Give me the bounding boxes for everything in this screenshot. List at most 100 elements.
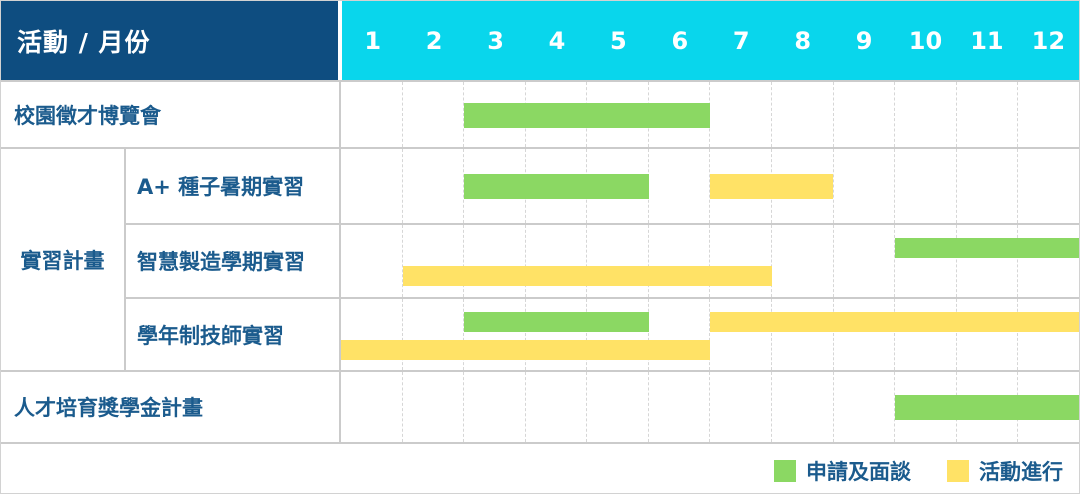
row-label: 人才培育獎學金計畫 (1, 372, 341, 442)
grid-cell (709, 372, 771, 442)
grid-cell (647, 372, 710, 442)
month-label: 12 (1031, 26, 1066, 55)
row-cells (341, 82, 1079, 147)
grid-cell (341, 149, 402, 223)
grid-cell (709, 149, 771, 223)
grid-cell (1017, 149, 1079, 223)
grid-cell (401, 372, 464, 442)
corner-header: 活動 / 月份 (1, 1, 338, 80)
row-cells (341, 149, 1079, 223)
grid-cell (955, 82, 1018, 147)
month-label: 3 (487, 26, 504, 55)
grid-cell (832, 225, 895, 297)
grid-cell (463, 82, 525, 147)
row-label: 校園徵才博覽會 (1, 82, 341, 147)
grid-cell (586, 225, 648, 297)
gantt-bar-apply (464, 312, 649, 332)
grid-cell (894, 149, 956, 223)
grid-cell (1017, 299, 1079, 370)
grid-cell (894, 299, 956, 370)
grid-cell (955, 149, 1018, 223)
header-gap (338, 1, 342, 80)
grid-cell (955, 225, 1018, 297)
grid-cell (647, 149, 710, 223)
group-label-cell: 實習計畫 (1, 149, 126, 370)
gantt-bar-active (710, 174, 833, 199)
legend-apply-label: 申請及面談 (806, 459, 911, 484)
gantt-bar-active (710, 312, 1079, 332)
grid-cell (771, 299, 833, 370)
gantt-bar-apply (894, 395, 1079, 420)
grid-cell (771, 82, 833, 147)
legend-active-label: 活動進行 (979, 459, 1063, 484)
grid-cell (832, 372, 895, 442)
month-header-row: 1 2 3 4 5 6 7 8 9 10 11 12 (342, 1, 1079, 80)
gantt-bar-apply (464, 174, 649, 199)
grid-cell (524, 225, 587, 297)
grid-cell (463, 299, 525, 370)
grid-cell (832, 82, 895, 147)
grid-cell (832, 149, 895, 223)
gantt-bar-apply (464, 102, 710, 128)
grid-cell (524, 299, 587, 370)
grid-cell (955, 299, 1018, 370)
legend-item-apply: 申請及面談 (774, 456, 911, 486)
grid-cell (401, 149, 464, 223)
month-label: 2 (425, 26, 443, 55)
row-label: 智慧製造學期實習 (126, 225, 341, 297)
grid-cell (894, 82, 956, 147)
row-label: 學年制技師實習 (126, 299, 341, 370)
header-row: 活動 / 月份 1 2 3 4 5 6 7 8 9 10 11 12 (1, 1, 1079, 80)
grid-cell (341, 372, 402, 442)
gantt-bar-active (402, 266, 772, 286)
corner-header-label: 活動 / 月份 (17, 27, 151, 57)
month-label: 7 (732, 26, 750, 55)
grid-cell (586, 299, 648, 370)
grid-cell (709, 225, 771, 297)
gantt-bar-active (341, 340, 710, 360)
row-cells (341, 372, 1079, 442)
grid-cell (647, 225, 710, 297)
grid-cell (463, 372, 525, 442)
grid-cell (1017, 82, 1079, 147)
table-row-scholarship: 人才培育獎學金計畫 (1, 370, 1079, 442)
month-label: 6 (671, 26, 689, 55)
legend-apply-swatch (774, 459, 796, 482)
month-label: 1 (364, 26, 382, 55)
grid-cell (709, 299, 771, 370)
grid-cell (1017, 225, 1079, 297)
gantt-bar-apply (894, 238, 1079, 258)
month-label: 9 (855, 26, 873, 55)
grid-cell (401, 299, 464, 370)
grid-cell (894, 225, 956, 297)
grid-cell (709, 82, 771, 147)
grid-cell (771, 225, 833, 297)
month-label: 10 (908, 26, 943, 55)
month-label: 4 (548, 26, 566, 55)
grid-cell (401, 225, 464, 297)
grid-cell (524, 372, 587, 442)
grid-cell (341, 82, 402, 147)
row-cells (341, 299, 1079, 370)
legend: 申請及面談 活動進行 (1, 442, 1079, 493)
grid-cell (341, 225, 402, 297)
table-row-yearlong-internship: 學年制技師實習 (126, 297, 1079, 370)
grid-cell (401, 82, 464, 147)
grid-cell (463, 149, 525, 223)
table-row-semester-internship: 智慧製造學期實習 (126, 223, 1079, 297)
month-label: 11 (970, 26, 1004, 55)
grid-cell (832, 299, 895, 370)
row-cells (341, 225, 1079, 297)
grid-cell (647, 299, 710, 370)
legend-item-active: 活動進行 (947, 456, 1063, 486)
group-rows: A+ 種子暑期實習 智慧製造學期實習 學年制技師實習 (126, 149, 1079, 370)
month-label: 8 (794, 26, 812, 55)
row-label: A+ 種子暑期實習 (126, 149, 341, 223)
month-label: 5 (610, 26, 627, 55)
grid-cell (463, 225, 525, 297)
grid-cell (586, 372, 648, 442)
grid-cell (771, 372, 833, 442)
legend-active-swatch (947, 459, 969, 482)
table-row-summer-internship: A+ 種子暑期實習 (126, 149, 1079, 223)
